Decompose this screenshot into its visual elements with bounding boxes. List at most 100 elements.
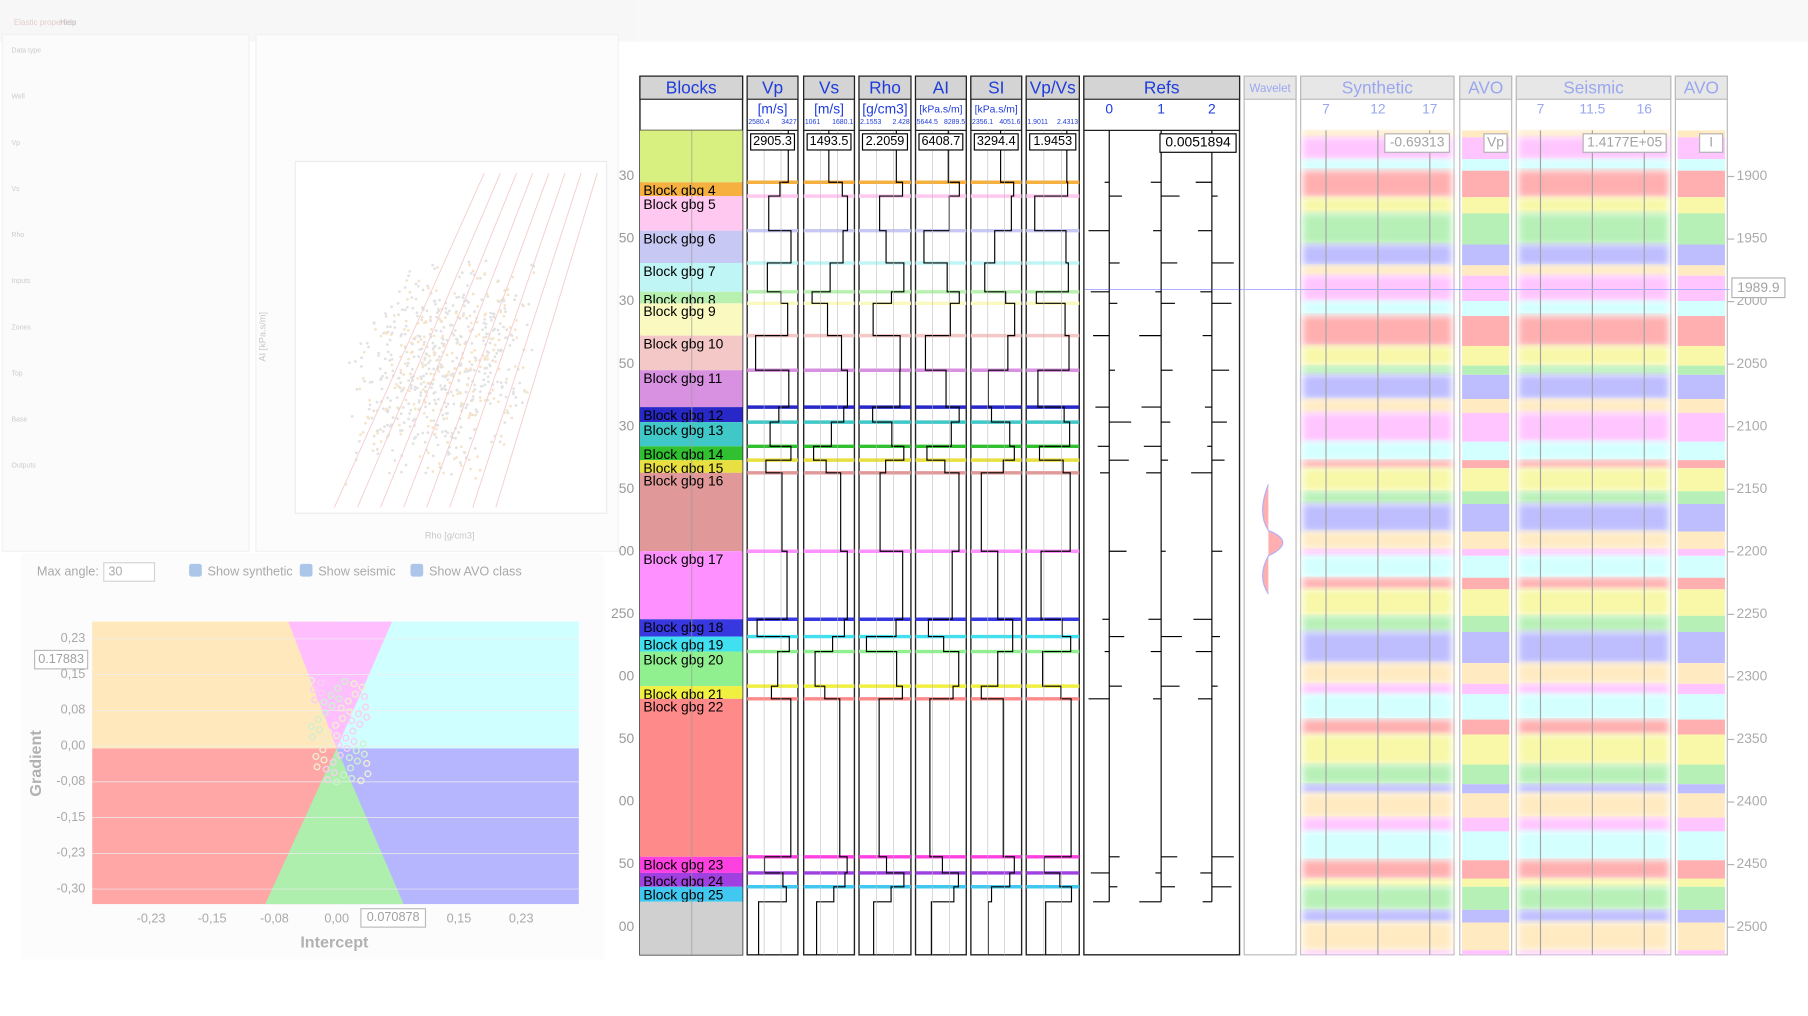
scatter-point xyxy=(439,320,443,323)
track-header xyxy=(639,75,744,100)
scatter-point xyxy=(493,343,497,347)
scatter-point xyxy=(446,411,449,415)
scatter-point xyxy=(521,401,524,405)
scatter-point xyxy=(458,371,462,375)
scatter-point xyxy=(408,290,412,294)
scatter-point xyxy=(390,305,394,309)
depth-tick-label: 2200 xyxy=(1737,542,1768,558)
scatter-point xyxy=(428,382,432,385)
seismic-band xyxy=(1302,170,1452,198)
avo-point xyxy=(358,683,366,691)
depth-tick-label: 2450 xyxy=(1737,855,1768,871)
scatter-point xyxy=(400,389,403,393)
avo-class-band xyxy=(1677,922,1725,951)
scatter-point xyxy=(412,437,416,440)
seismic-band xyxy=(1302,503,1452,532)
scatter-point xyxy=(481,328,484,332)
scatter-point xyxy=(434,423,438,427)
scatter-point xyxy=(361,431,365,434)
scatter-point xyxy=(426,284,430,288)
scatter-point xyxy=(438,317,441,321)
avo-class-band xyxy=(1677,531,1725,549)
scatter-point xyxy=(408,372,412,376)
checkbox[interactable] xyxy=(299,563,313,577)
scatter-point xyxy=(476,276,479,280)
scatter-point xyxy=(467,301,470,304)
track-header xyxy=(746,75,799,100)
x-tick-label: 0,23 xyxy=(509,911,534,925)
template-line xyxy=(472,172,582,508)
scatter-point xyxy=(424,401,427,404)
scatter-point xyxy=(459,335,463,339)
avo-class-band xyxy=(1462,441,1510,461)
avo-class-band xyxy=(1677,244,1725,266)
seismic-band xyxy=(1302,244,1452,266)
avo-class-band xyxy=(1462,555,1510,578)
scatter-point xyxy=(458,364,461,367)
scatter-point xyxy=(455,310,458,314)
seismic-band xyxy=(1302,922,1452,951)
seismic-band xyxy=(1302,555,1452,578)
avo-point xyxy=(349,727,357,735)
block-label: Block gbg 20 xyxy=(643,651,723,667)
scatter-point xyxy=(460,271,464,275)
scatter-point xyxy=(420,306,424,309)
scatter-point xyxy=(405,305,409,309)
seismic-band xyxy=(1302,130,1452,138)
block-fill xyxy=(639,686,743,699)
scatter-point xyxy=(385,343,389,346)
y-tick-label: -0,23 xyxy=(56,846,85,860)
scatter-point xyxy=(433,267,437,271)
track-header xyxy=(1459,75,1513,100)
scatter-point xyxy=(372,409,376,413)
seismic-band xyxy=(1302,441,1452,461)
scatter-point xyxy=(482,321,486,325)
seismic-band xyxy=(1302,663,1452,684)
scatter-point xyxy=(361,377,365,380)
scatter-point xyxy=(388,471,391,475)
range-min: 2.1553 xyxy=(860,119,881,126)
block-fill xyxy=(639,303,743,336)
scatter-point xyxy=(404,463,408,467)
scatter-point xyxy=(378,367,382,371)
scatter-point xyxy=(386,350,390,354)
scatter-point xyxy=(360,364,363,368)
avo-class-band xyxy=(1677,694,1725,720)
template-line xyxy=(449,172,566,508)
y-tick-label: 0,08 xyxy=(61,703,86,717)
scatter-point xyxy=(390,331,394,335)
scatter-point xyxy=(483,398,487,402)
scatter-point xyxy=(490,318,493,322)
scatter-point xyxy=(381,430,385,433)
scatter-point xyxy=(452,402,456,406)
scatter-point xyxy=(506,293,510,297)
block-label: Block gbg 21 xyxy=(643,686,723,702)
scatter-point xyxy=(446,441,450,444)
scatter-point xyxy=(445,373,449,377)
avo-class-band xyxy=(1462,170,1510,198)
scatter-point xyxy=(367,416,371,420)
scatter-point xyxy=(488,402,492,406)
checkbox[interactable] xyxy=(189,563,202,577)
scatter-point xyxy=(443,387,447,391)
y-readout: 0.17883 xyxy=(38,652,84,666)
checkbox[interactable] xyxy=(410,563,424,577)
scatter-point xyxy=(401,388,405,392)
seismic-band xyxy=(1518,137,1669,160)
scatter-point xyxy=(444,307,448,310)
scatter-point xyxy=(453,367,457,370)
scatter-point xyxy=(525,390,529,394)
track-tick: 17 xyxy=(1422,100,1437,116)
scatter-point xyxy=(454,311,458,315)
avo-class-band xyxy=(1677,345,1725,366)
scatter-point xyxy=(408,270,412,273)
max-angle-input[interactable] xyxy=(103,562,156,582)
scatter-point xyxy=(400,470,403,474)
avo-class-band xyxy=(1677,719,1725,735)
seismic-band xyxy=(1302,316,1452,346)
scatter-point xyxy=(505,328,509,332)
avo-class-band xyxy=(1462,683,1510,695)
scatter-point xyxy=(383,357,387,361)
scatter-point xyxy=(419,394,423,397)
